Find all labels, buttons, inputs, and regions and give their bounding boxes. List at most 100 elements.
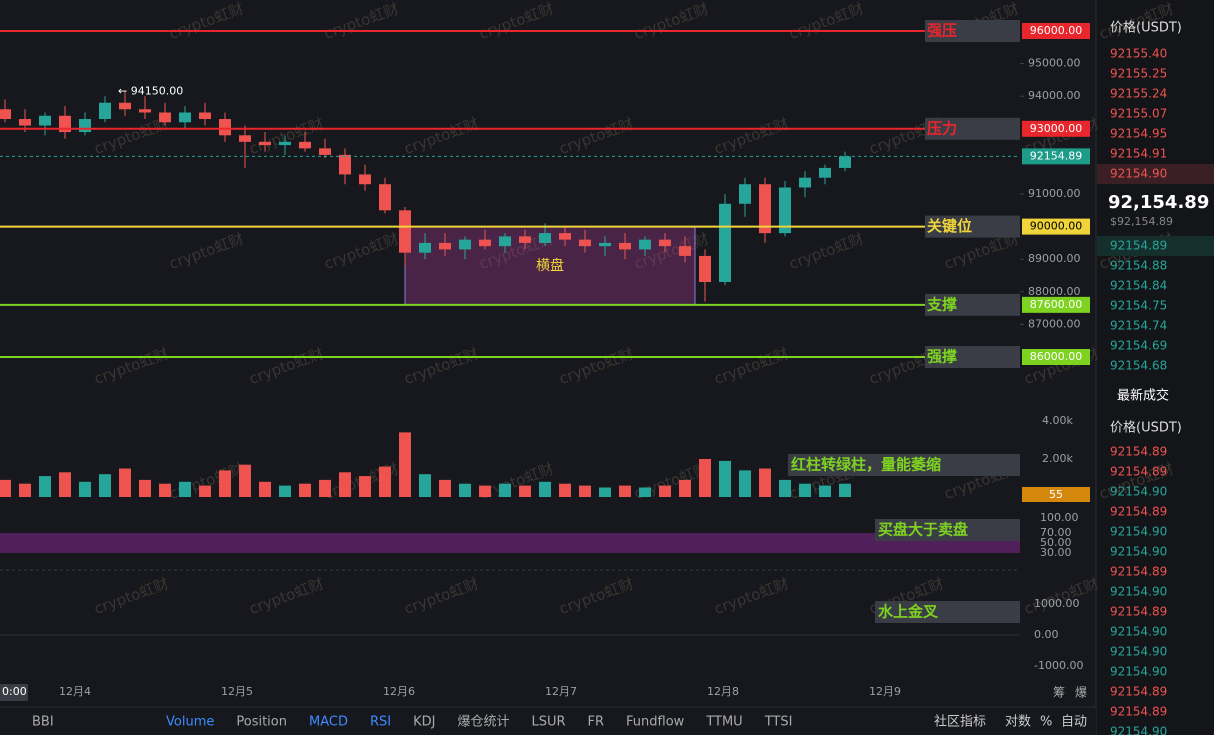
macd-tick: -1000.00 bbox=[1034, 659, 1083, 672]
ask-price: 92155.40 bbox=[1110, 47, 1167, 61]
candle-body bbox=[19, 119, 31, 126]
level-tag bbox=[1022, 23, 1090, 39]
volume-bar bbox=[479, 485, 491, 497]
candle-body bbox=[679, 246, 691, 256]
trade-price: 92154.89 bbox=[1110, 445, 1167, 459]
tab[interactable]: FR bbox=[588, 715, 605, 730]
candle-body bbox=[579, 239, 591, 247]
level-name: 强压 bbox=[927, 22, 957, 40]
candle-body bbox=[619, 242, 631, 250]
volume-bar bbox=[199, 485, 211, 497]
bid-price: 92154.74 bbox=[1110, 319, 1167, 333]
tab[interactable]: TTMU bbox=[705, 715, 742, 730]
volume-bar bbox=[39, 476, 51, 497]
macd-tick: 0.00 bbox=[1034, 628, 1059, 641]
level-tag bbox=[1022, 349, 1090, 365]
ask-price: 92154.91 bbox=[1110, 147, 1167, 161]
candle-body bbox=[159, 112, 171, 123]
volume-bar bbox=[379, 466, 391, 497]
x-tick-label: 12月5 bbox=[221, 685, 253, 698]
trade-price: 92154.90 bbox=[1110, 525, 1167, 539]
volume-bar bbox=[239, 464, 251, 497]
toolbar-right[interactable]: 自动 bbox=[1061, 715, 1087, 730]
candle-body bbox=[659, 239, 671, 247]
candle-body bbox=[239, 135, 251, 142]
volume-bar bbox=[259, 481, 271, 497]
candle-body bbox=[759, 184, 771, 234]
level-name-bg bbox=[925, 346, 1020, 368]
rsi-tick: 50.00 bbox=[1040, 536, 1072, 549]
level-price: 86000.00 bbox=[1030, 350, 1083, 363]
level-name: 支撑 bbox=[926, 295, 957, 313]
candle-body bbox=[359, 174, 371, 185]
annotation: 红柱转绿柱，量能萎缩 bbox=[791, 456, 941, 474]
tab[interactable]: 爆仓统计 bbox=[457, 715, 509, 730]
ask-price: 92154.90 bbox=[1110, 167, 1167, 181]
candle-body bbox=[599, 242, 611, 247]
volume-bar bbox=[19, 483, 31, 497]
cursor-time: 0:00 bbox=[2, 685, 27, 698]
candle-body bbox=[539, 233, 551, 243]
toolbar-right[interactable]: 对数 bbox=[1005, 715, 1031, 730]
last-price-tag bbox=[1022, 148, 1090, 165]
level-name-bg bbox=[925, 20, 1020, 42]
bid-price: 92154.69 bbox=[1110, 339, 1167, 353]
x-tick-label: 12月8 bbox=[707, 685, 739, 698]
volume-bar bbox=[219, 470, 231, 497]
trade-price: 92154.89 bbox=[1110, 605, 1167, 619]
candle-body bbox=[179, 112, 191, 123]
candle-body bbox=[339, 154, 351, 175]
candle-body bbox=[199, 112, 211, 120]
tab[interactable]: Position bbox=[236, 715, 287, 730]
volume-bar bbox=[739, 470, 751, 497]
trade-price: 92154.89 bbox=[1110, 465, 1167, 479]
rsi-tick: 100.00 bbox=[1040, 511, 1079, 524]
candle-body bbox=[739, 184, 751, 204]
trade-price: 92154.90 bbox=[1110, 665, 1167, 679]
candle-body bbox=[819, 167, 831, 178]
bid-price: 92154.88 bbox=[1110, 259, 1167, 273]
x-tick-label: 12月6 bbox=[383, 685, 415, 698]
volume-bar bbox=[679, 479, 691, 497]
candle-body bbox=[479, 239, 491, 247]
tab[interactable]: Fundflow bbox=[626, 715, 685, 730]
volume-bar bbox=[659, 485, 671, 497]
candle-body bbox=[499, 236, 511, 247]
candle-body bbox=[699, 255, 711, 283]
volume-bar bbox=[639, 487, 651, 497]
y-tick-label: 89000.00 bbox=[1028, 252, 1081, 265]
volume-bar bbox=[319, 479, 331, 497]
tab[interactable]: Volume bbox=[166, 715, 214, 730]
level-name-bg bbox=[925, 293, 1020, 316]
ask-price: 92155.07 bbox=[1110, 107, 1167, 121]
volume-bar bbox=[299, 483, 311, 497]
candle-body bbox=[419, 242, 431, 253]
volume-bar bbox=[59, 472, 71, 497]
volume-bar bbox=[779, 479, 791, 497]
candle-body bbox=[799, 177, 811, 188]
tab[interactable]: MACD bbox=[309, 715, 348, 730]
trade-price: 92154.90 bbox=[1110, 625, 1167, 639]
trade-price: 92154.89 bbox=[1110, 685, 1167, 699]
tab[interactable]: KDJ bbox=[413, 715, 435, 730]
ob-price-usd: $92,154.89 bbox=[1110, 215, 1173, 228]
ask-highlight bbox=[1097, 164, 1214, 184]
tab[interactable]: TTSI bbox=[764, 715, 793, 730]
toolbar-right[interactable]: % bbox=[1040, 715, 1052, 730]
volume-tick: 4.00k bbox=[1042, 414, 1073, 427]
volume-bar bbox=[519, 485, 531, 497]
volume-bar bbox=[619, 485, 631, 497]
ob-header: 价格(USDT) bbox=[1110, 20, 1182, 36]
volume-tag: 55 bbox=[1049, 488, 1063, 501]
trades-header: 价格(USDT) bbox=[1110, 420, 1182, 436]
tab[interactable]: LSUR bbox=[531, 715, 565, 730]
trade-price: 92154.90 bbox=[1110, 725, 1167, 735]
level-name: 压力 bbox=[927, 119, 957, 137]
candle-body bbox=[39, 115, 51, 126]
toolbar-right[interactable]: 社区指标 bbox=[934, 714, 986, 730]
volume-bar bbox=[579, 485, 591, 497]
volume-bar bbox=[719, 460, 731, 497]
tab[interactable]: RSI bbox=[370, 715, 391, 730]
level-name-bg bbox=[925, 117, 1020, 140]
